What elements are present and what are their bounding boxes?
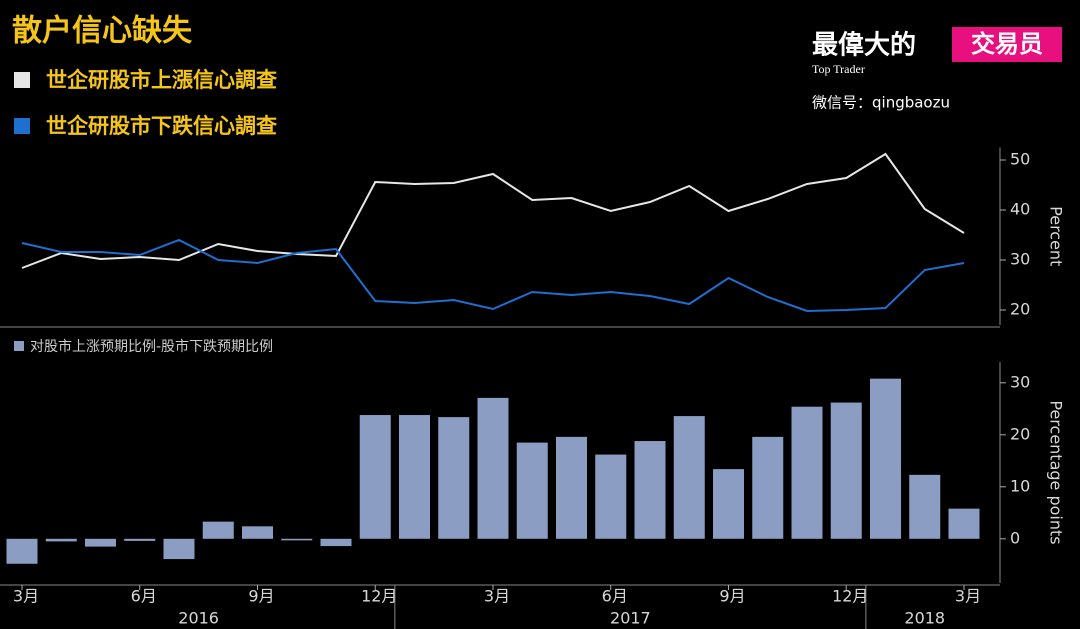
- bar: [830, 402, 862, 539]
- brand: 最偉大的: [812, 30, 916, 61]
- y-tick-label: 20: [1010, 424, 1030, 443]
- y-axis-label: Percent: [1047, 206, 1066, 266]
- bar: [45, 538, 77, 542]
- y-tick-label: 40: [1010, 200, 1030, 219]
- legend-swatch: [14, 341, 24, 351]
- legend-swatch: [14, 118, 30, 134]
- x-tick-label: 3月: [484, 587, 510, 606]
- legend-label: 世企研股市上漲信心調查: [46, 68, 277, 92]
- bar: [6, 538, 38, 564]
- wechat: 微信号：qingbaozu: [812, 94, 950, 112]
- x-group-label: 2016: [178, 609, 219, 628]
- bar: [752, 436, 784, 539]
- chart-title: 散户信心缺失: [12, 14, 193, 49]
- bar: [948, 508, 980, 539]
- bar: [438, 417, 470, 539]
- bar: [713, 469, 744, 539]
- y-tick-label: 30: [1010, 250, 1030, 269]
- y-tick-label: 10: [1010, 476, 1030, 495]
- bar: [556, 436, 587, 539]
- x-tick-label: 3月: [955, 587, 981, 606]
- bar: [85, 538, 116, 547]
- bar: [870, 378, 901, 539]
- brand-sub: Top Trader: [812, 62, 865, 76]
- bar: [791, 406, 823, 539]
- bar: [516, 442, 548, 539]
- legend-label: 对股市上涨预期比例-股市下跌预期比例: [30, 338, 273, 355]
- bar: [477, 397, 509, 539]
- y-tick-label: 30: [1010, 372, 1030, 391]
- x-tick-label: 6月: [602, 587, 628, 606]
- bar: [359, 415, 391, 539]
- line: [21, 152, 965, 269]
- x-tick-label: 12月: [832, 587, 868, 606]
- bar: [124, 538, 156, 541]
- x-tick-label: 9月: [719, 587, 745, 606]
- bar: [673, 416, 705, 539]
- x-tick-label: 6月: [131, 587, 157, 606]
- y-tick-label: 50: [1010, 150, 1030, 169]
- x-group-label: 2018: [904, 609, 945, 628]
- brand-badge: 交易员: [971, 30, 1043, 58]
- x-tick-label: 3月: [13, 587, 39, 606]
- line: [21, 238, 965, 313]
- y-tick-label: 0: [1010, 528, 1020, 547]
- bar: [281, 538, 313, 541]
- y-tick-label: 20: [1010, 300, 1030, 319]
- y-axis-label: Percentage points: [1047, 400, 1066, 544]
- legend-label: 世企研股市下跌信心調查: [46, 114, 277, 138]
- x-tick-label: 12月: [361, 587, 397, 606]
- bar: [163, 538, 195, 560]
- x-group-label: 2017: [610, 609, 651, 628]
- bar: [320, 538, 352, 547]
- bar: [399, 415, 430, 539]
- bar: [595, 454, 627, 539]
- x-tick-label: 9月: [248, 587, 274, 606]
- brand-badge-bg: [952, 27, 1062, 62]
- legend-swatch: [14, 72, 30, 88]
- bar: [202, 521, 234, 539]
- bar: [242, 526, 273, 539]
- bar: [634, 441, 666, 539]
- bar: [909, 474, 941, 539]
